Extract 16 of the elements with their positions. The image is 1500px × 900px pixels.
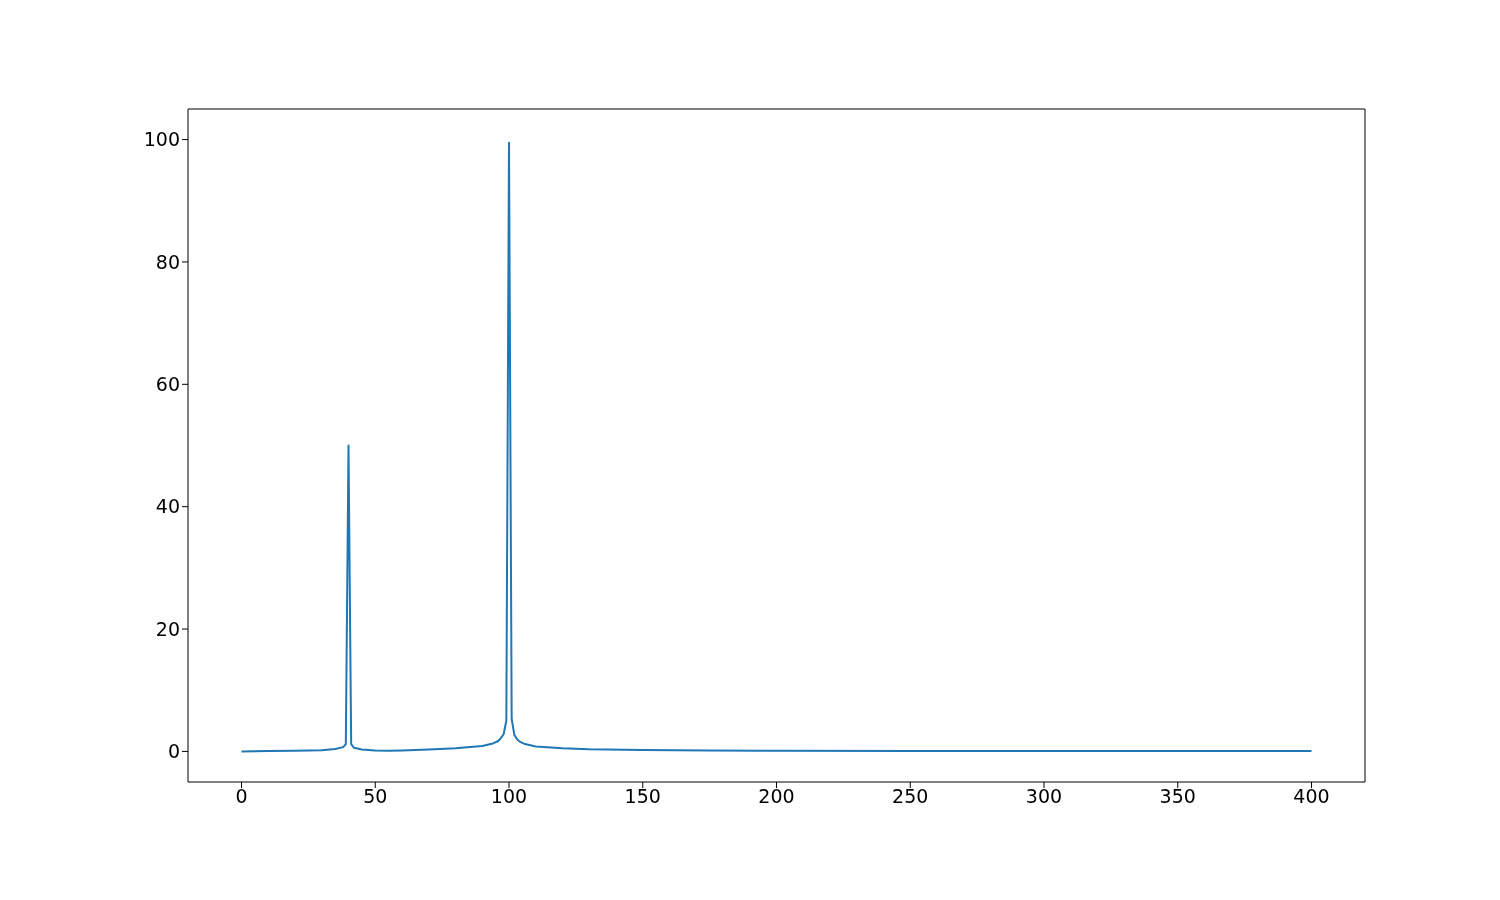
x-tick-label: 300	[1025, 785, 1063, 808]
y-tick-label: 20	[155, 617, 180, 640]
y-tick-label: 100	[143, 128, 180, 151]
x-tick-label: 50	[363, 785, 388, 808]
y-tick-label: 60	[155, 373, 180, 396]
line-series	[240, 141, 1313, 753]
x-tick-label: 400	[1293, 785, 1330, 808]
x-tick-label: 200	[758, 785, 795, 808]
y-tick-label: 40	[155, 495, 180, 518]
x-tick-label: 0	[235, 785, 248, 808]
y-tick-label: 80	[155, 250, 180, 273]
x-tick-label: 350	[1159, 785, 1196, 808]
x-tick-label: 150	[624, 785, 661, 808]
y-tick-label: 0	[167, 740, 180, 763]
x-tick-label: 250	[892, 785, 929, 808]
x-tick-label: 100	[490, 785, 528, 808]
